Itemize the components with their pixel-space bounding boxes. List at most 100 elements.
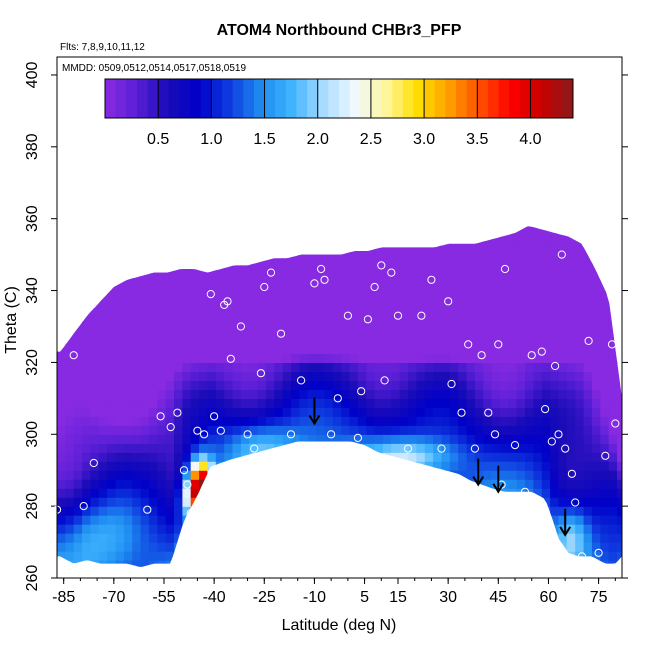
field-cell [341,380,351,390]
field-cell [132,497,142,507]
colorbar-cell [296,79,308,118]
sample-point [190,516,199,525]
field-cell [516,308,526,319]
field-cell [600,515,610,525]
field-cell [157,407,167,417]
field-cell [174,569,183,579]
field-cell [265,245,275,256]
field-cell [449,506,459,516]
field-cell [199,317,209,328]
field-cell [57,344,66,354]
field-cell [566,506,576,516]
sample-point [447,379,456,389]
field-cell [584,578,593,588]
field-cell [307,515,317,525]
field-cell [333,569,342,579]
field-cell [265,434,275,444]
sample-point [327,430,336,439]
colorbar-cell [168,79,180,118]
field-cell [257,272,267,283]
sample-point [343,311,352,320]
field-cell [449,533,459,543]
field-cell [558,506,568,516]
field-cell [408,443,417,453]
field-cell [500,443,509,453]
field-cell [265,281,275,292]
field-cell [516,524,526,534]
sample-point [393,311,403,320]
field-cell [516,425,526,435]
field-cell [357,524,367,534]
field-cell [541,317,551,328]
field-cell [366,308,376,319]
field-cell [132,272,142,283]
field-cell [157,344,167,354]
field-cell [475,569,484,579]
field-cell [491,533,501,543]
field-cell [491,335,501,346]
field-cell [182,254,192,265]
sample-point [210,412,219,421]
field-cell [174,227,183,238]
field-cell [224,425,234,435]
field-cell [583,452,593,462]
field-cell [140,326,150,337]
field-cell [508,452,518,462]
field-cell [550,389,560,399]
field-cell [391,362,401,372]
field-cell [249,362,259,372]
field-cell [608,488,618,498]
field-cell [483,506,493,516]
field-cell [600,272,610,283]
field-cell [600,407,610,417]
field-cell [82,488,92,498]
dates-note: MMDD: 0509,0512,0514,0517,0518,0519 [62,63,246,74]
field-cell [583,380,593,390]
field-cell [458,371,468,381]
field-cell [90,488,100,498]
field-cell [408,272,417,283]
field-cell [57,299,66,310]
field-cell [325,210,334,220]
field-cell [533,317,543,328]
field-cell [583,389,593,399]
field-cell [123,362,133,372]
field-cell [332,497,342,507]
field-cell [316,281,326,292]
field-cell [416,226,426,229]
field-cell [600,398,610,408]
field-cell [282,452,292,462]
field-cell [575,254,585,265]
field-cell [441,236,451,247]
field-cell [608,308,618,319]
field-cell [441,452,451,462]
field-cell [375,578,384,588]
field-cell [416,353,426,363]
field-cell [282,488,292,498]
field-cell [500,326,509,337]
field-cell [115,506,125,516]
field-cell [307,389,317,399]
field-cell [107,210,116,220]
field-cell [341,443,351,453]
field-cell [374,542,384,552]
field-cell [257,461,267,471]
field-cell [257,290,267,301]
field-cell [224,210,233,220]
field-cell [491,560,501,567]
field-cell [332,226,342,229]
field-cell [424,524,434,534]
field-cell [357,362,367,372]
field-cell [232,281,242,292]
field-cell [123,524,133,534]
field-cell [416,272,426,283]
field-cell [123,245,133,256]
field-cell [282,416,292,426]
field-cell [265,407,275,417]
field-cell [341,326,351,337]
field-cell [533,434,543,444]
field-cell [466,281,476,292]
field-cell [124,569,133,579]
field-cell [600,425,610,435]
field-cell [190,308,200,319]
